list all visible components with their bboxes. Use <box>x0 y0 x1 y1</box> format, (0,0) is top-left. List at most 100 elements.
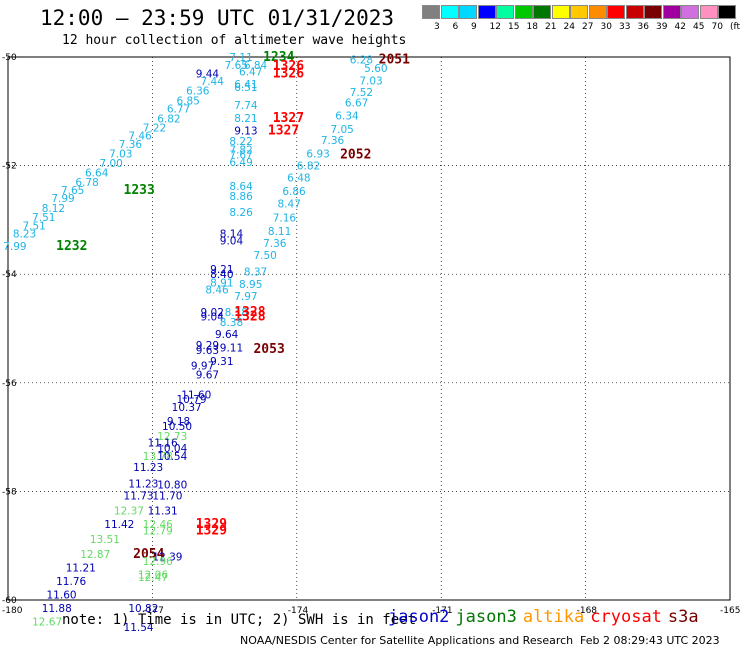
wave-height-label: 6.48 <box>287 173 310 185</box>
legend-label: 70 <box>711 22 723 32</box>
wave-height-label: 9.29 <box>196 340 219 352</box>
wave-height-label: 9.04 <box>201 312 225 324</box>
legend-swatch <box>588 5 607 19</box>
lon-label: -174 <box>288 606 309 616</box>
wave-height-label: 8.22 <box>229 136 252 148</box>
legend-label: 45 <box>693 22 705 32</box>
wave-height-label: 8.38 <box>220 317 243 329</box>
wave-height-label: 7.36 <box>119 139 143 151</box>
wave-height-label: 6.34 <box>335 111 359 123</box>
pass-time-label: 2051 <box>379 53 410 68</box>
wave-height-label: 6.77 <box>167 104 190 116</box>
wave-height-label: 6.85 <box>176 95 199 107</box>
legend-swatch <box>607 5 625 19</box>
pass-time-label: 1328 <box>234 305 265 320</box>
wave-height-label: 12.06 <box>138 569 168 581</box>
credit-organization: NOAA/NESDIS Center for Satellite Applica… <box>240 634 574 647</box>
wave-height-label: 7.65 <box>61 185 84 197</box>
wave-height-label: 10.80 <box>157 479 187 491</box>
pass-time-label: 1232 <box>56 239 87 254</box>
legend-label: 36 <box>637 22 649 32</box>
wave-height-label: 6.36 <box>186 86 210 98</box>
legend-swatch <box>551 5 570 19</box>
wave-height-label: 8.86 <box>229 191 253 203</box>
legend-label: 21 <box>545 22 557 32</box>
pass-time-label: 1326 <box>273 59 304 74</box>
legend-swatch <box>644 5 662 19</box>
lon-label: -171 <box>432 606 452 616</box>
legend-label: 39 <box>656 22 668 32</box>
wave-height-label: 8.47 <box>278 199 301 211</box>
wave-height-label: 9.64 <box>215 329 239 341</box>
wave-height-label: 6.67 <box>345 98 368 110</box>
wave-height-label: 7.00 <box>99 158 122 170</box>
lat-label: -50 <box>2 53 17 63</box>
wave-height-label: 6.49 <box>229 157 252 169</box>
wave-height-label: 11.42 <box>104 519 134 531</box>
wave-height-label: 11.76 <box>56 576 86 588</box>
wave-height-label: 7.67 <box>229 150 252 162</box>
wave-height-label: 9.97 <box>191 360 214 372</box>
map-title: 12:00 — 23:59 UTC 01/31/2023 <box>40 6 395 30</box>
wave-height-label: 9.63 <box>196 345 219 357</box>
wave-height-label: 10.50 <box>162 421 192 433</box>
legend-swatch <box>514 5 533 19</box>
wave-height-label: 12.73 <box>157 431 187 443</box>
wave-height-label: 6.82 <box>297 161 320 173</box>
satellite-jason2: jason2 <box>388 607 450 627</box>
map-subtitle: 12 hour collection of altimeter wave hei… <box>62 33 407 48</box>
wave-height-label: 11.16 <box>148 438 178 450</box>
wave-height-label: 9.44 <box>196 68 220 80</box>
lat-label: -52 <box>2 162 17 172</box>
wave-height-label: 7.11 <box>229 52 252 64</box>
wave-height-label: 6.84 <box>244 60 268 72</box>
wave-height-label: 8.95 <box>239 279 262 291</box>
wave-height-label: 9.02 <box>201 307 224 319</box>
legend-label: 12 <box>489 22 501 32</box>
wave-height-label: 12.96 <box>143 556 173 568</box>
map-frame <box>7 56 731 601</box>
legend-label: 3 <box>434 22 440 32</box>
wave-height-label: 7.65 <box>225 60 248 72</box>
wave-height-label: 9.11 <box>220 343 243 355</box>
satellite-legend: jason2 jason3 altika cryosat s3a <box>388 607 705 627</box>
wave-height-label: 9.31 <box>210 356 233 368</box>
pass-time-label: 1328 <box>234 310 265 325</box>
wave-height-label: 13.51 <box>90 534 120 546</box>
wave-height-label: 7.44 <box>201 76 225 88</box>
pass-time-label: 1234 <box>263 50 294 65</box>
wave-height-label: 8.37 <box>244 266 267 278</box>
legend-swatch <box>422 5 440 19</box>
legend-swatch <box>496 5 514 19</box>
legend-swatch <box>570 5 588 19</box>
wave-height-label: 6.28 <box>350 55 373 67</box>
wave-height-label: 7.50 <box>253 250 276 262</box>
wave-height-label: 8.23 <box>13 228 36 240</box>
wave-height-label: 10.37 <box>172 402 202 414</box>
legend-label: 6 <box>452 22 459 32</box>
wave-height-label: 6.47 <box>239 67 262 79</box>
wave-height-label: 7.16 <box>273 213 297 225</box>
pass-time-label: 2054 <box>133 547 164 562</box>
wave-height-label: 7.99 <box>3 241 26 253</box>
legend-swatch <box>477 5 496 19</box>
footnote: note: 1) Time is in UTC; 2) SWH is in fe… <box>62 612 417 628</box>
wave-height-label: 8.91 <box>210 277 233 289</box>
pass-time-label: 1327 <box>268 123 299 138</box>
wave-height-label: 9.21 <box>210 264 233 276</box>
legend-label: 27 <box>582 22 594 32</box>
legend-swatch <box>440 5 459 19</box>
wave-height-label: 11.73 <box>124 491 154 503</box>
legend-swatch <box>625 5 644 19</box>
wave-height-label: 7.99 <box>51 193 74 205</box>
wave-height-label: 7.74 <box>234 100 258 112</box>
wave-height-label: 11.88 <box>42 603 72 615</box>
wave-height-label: 10.54 <box>157 451 187 463</box>
wave-height-label: 6.82 <box>157 113 180 125</box>
wave-height-label: 8.21 <box>234 113 257 125</box>
pass-time-label: 1329 <box>196 523 227 538</box>
lon-label: -168 <box>577 606 598 616</box>
wave-height-label: 8.11 <box>268 226 291 238</box>
legend-label: 18 <box>526 22 538 32</box>
